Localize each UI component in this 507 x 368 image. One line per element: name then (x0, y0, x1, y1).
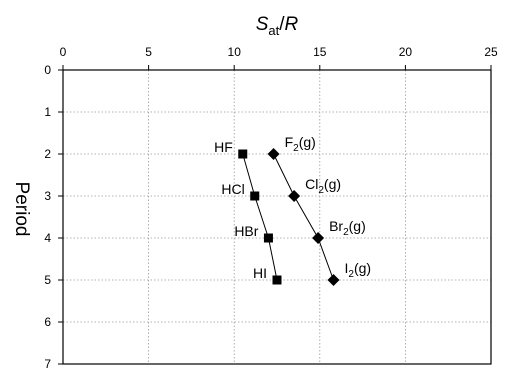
x-tick-label: 15 (313, 45, 327, 59)
diamond-marker (327, 274, 340, 286)
y-tick-label: 7 (44, 357, 51, 368)
y-tick-label: 0 (44, 63, 51, 77)
series-line (242, 153, 278, 281)
tick-layer: 0 5 10 15 20 25 0 1 2 3 4 5 6 7 (44, 45, 498, 368)
x-axis-title: Sat/R (256, 14, 299, 38)
diamond-marker (267, 148, 280, 160)
point-label: Br2(g) (329, 218, 366, 238)
square-marker (238, 149, 248, 159)
x-tick-label: 20 (399, 45, 413, 59)
point-label: HF (214, 139, 233, 155)
y-tick-label: 4 (44, 231, 51, 245)
point-label: HI (253, 265, 267, 281)
y-tick-label: 6 (44, 315, 51, 329)
y-tick-label: 5 (44, 273, 51, 287)
y-tick-label: 1 (44, 105, 51, 119)
x-tick-label: 5 (145, 45, 152, 59)
series-layer (238, 148, 340, 286)
grid-layer (63, 70, 491, 364)
point-label: I2(g) (344, 260, 371, 280)
square-marker (272, 275, 282, 285)
x-tick-label: 0 (60, 45, 67, 59)
square-marker (250, 191, 260, 201)
y-axis-title: Period (11, 182, 32, 237)
x-tick-label: 25 (484, 45, 498, 59)
label-layer: HF HCl HBr HI F2(g) Cl2(g) Br2(g) I2(g) (214, 134, 371, 281)
y-tick-label: 2 (44, 147, 51, 161)
point-label: HCl (221, 181, 244, 197)
point-label: F2(g) (285, 134, 316, 154)
point-label: Cl2(g) (305, 176, 341, 196)
plot-frame (62, 69, 492, 365)
point-label: HBr (234, 223, 258, 239)
y-tick-label: 3 (44, 189, 51, 203)
x-tick-label: 10 (228, 45, 242, 59)
diamond-marker (312, 232, 325, 244)
square-marker (263, 233, 273, 243)
series-line (273, 153, 334, 281)
diamond-marker (288, 190, 301, 202)
